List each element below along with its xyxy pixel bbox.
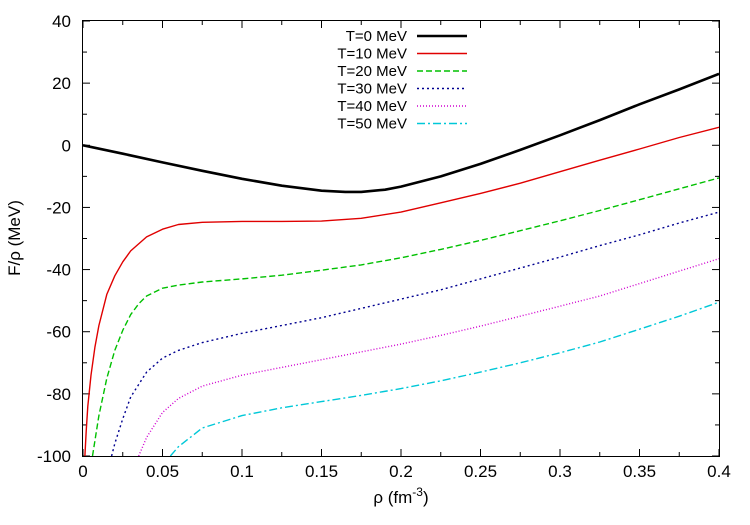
- x-axis-title-end: ): [423, 488, 429, 507]
- legend-label: T=0 MeV: [346, 28, 407, 45]
- x-tick-label: 0.3: [548, 462, 572, 481]
- series-line-t-40-mev: [138, 258, 719, 456]
- series-line-t-30-mev: [110, 211, 719, 456]
- y-axis-title: F/ρ (MeV): [5, 200, 24, 276]
- series-lines: [83, 72, 719, 456]
- x-tick-label: 0: [78, 462, 87, 481]
- x-tick-label: 0.35: [623, 462, 656, 481]
- y-tick-label: -20: [46, 198, 71, 217]
- legend-label: T=10 MeV: [337, 46, 407, 63]
- legend-label: T=40 MeV: [337, 98, 407, 115]
- x-tick-label: 0.1: [230, 462, 254, 481]
- series-line-t-10-mev: [84, 126, 719, 456]
- x-tick-label: 0.4: [707, 462, 731, 481]
- x-axis-title-main: ρ (fm: [373, 488, 412, 507]
- x-axis-title: ρ (fm-3): [373, 485, 428, 507]
- y-tick-label: -60: [46, 323, 71, 342]
- x-axis-title-sup: -3: [412, 485, 423, 499]
- y-tick-label: -100: [37, 447, 71, 466]
- series-line-t-50-mev: [169, 301, 719, 456]
- x-tick-label: 0.05: [146, 462, 179, 481]
- y-tick-label: 20: [52, 74, 71, 93]
- x-tick-label: 0.25: [464, 462, 497, 481]
- plot-frame: [82, 20, 720, 457]
- y-tick-label: 0: [62, 136, 71, 155]
- y-tick-label: 40: [52, 12, 71, 31]
- x-tick-label: 0.15: [305, 462, 338, 481]
- y-tick-label: -40: [46, 261, 71, 280]
- legend-label: T=30 MeV: [337, 81, 407, 98]
- axes-ticks: 0 0.05 0.1 0.15 0.2 0.25 0.3 0.35 0.4 -100 -80 -60 -…: [37, 12, 731, 481]
- series-line-t-0-mev: [83, 72, 719, 194]
- legend-label: T=50 MeV: [337, 116, 407, 133]
- x-tick-label: 0.2: [389, 462, 413, 481]
- y-tick-label: -80: [46, 385, 71, 404]
- series-line-t-20-mev: [91, 177, 719, 456]
- legend-label: T=20 MeV: [337, 63, 407, 80]
